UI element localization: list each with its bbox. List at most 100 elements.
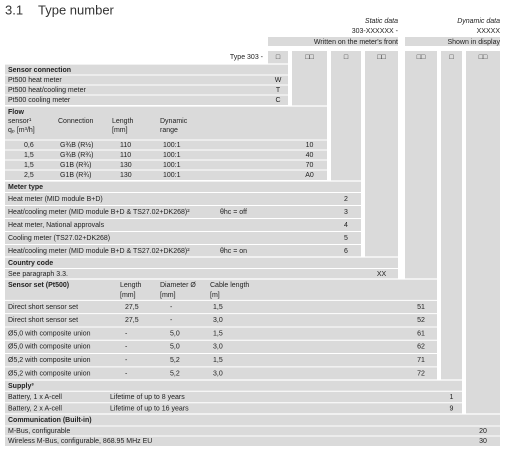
cell: 5,0 bbox=[170, 330, 180, 337]
header-code: 303-XXXXXX - bbox=[352, 28, 399, 35]
column-header: [mm] bbox=[160, 292, 176, 299]
code: 30 bbox=[479, 438, 487, 445]
type-box: □□ bbox=[377, 54, 386, 61]
header-code: XXXXX bbox=[477, 28, 501, 35]
cell: 100:1 bbox=[163, 152, 181, 159]
code: 62 bbox=[417, 344, 425, 351]
cell: Ø5,0 with composite union bbox=[8, 344, 91, 351]
note-band bbox=[405, 37, 500, 46]
code: 61 bbox=[417, 330, 425, 337]
cell: - bbox=[125, 370, 128, 377]
column-header: qₚ [m³/h] bbox=[8, 127, 35, 134]
cell: Battery, 1 x A-cell bbox=[8, 394, 62, 401]
cell: 5,0 bbox=[170, 344, 180, 351]
header-label: Dynamic data bbox=[457, 18, 500, 25]
cell: Heat/cooling meter (MID module B+D & TS2… bbox=[8, 248, 190, 255]
section-band bbox=[5, 279, 437, 381]
cell: 0,6 bbox=[24, 142, 34, 149]
code: 51 bbox=[417, 304, 425, 311]
cell: - bbox=[125, 330, 128, 337]
cell: 3,0 bbox=[213, 344, 223, 351]
section-title: Supply³ bbox=[8, 383, 34, 390]
section-title: Flow bbox=[8, 109, 24, 116]
cell: G1B (R¾) bbox=[60, 162, 92, 169]
cell: Heat meter, National approvals bbox=[8, 222, 105, 229]
heading-title: Type number bbox=[38, 2, 115, 17]
cell: 100:1 bbox=[163, 142, 181, 149]
section-title: Communication (Built-in) bbox=[8, 417, 92, 424]
type-box: □ bbox=[276, 54, 281, 61]
cell: Heat meter (MID module B+D) bbox=[8, 196, 103, 203]
code: 10 bbox=[306, 142, 314, 149]
cell: 2,5 bbox=[24, 172, 34, 179]
section-title: Sensor set (Pt500) bbox=[8, 282, 69, 289]
code: A0 bbox=[305, 172, 314, 179]
column-band bbox=[466, 51, 500, 446]
section-band bbox=[5, 414, 500, 446]
cell: Direct short sensor set bbox=[8, 317, 78, 324]
cell: 100:1 bbox=[163, 172, 181, 179]
cell: G¾B (R¾) bbox=[60, 152, 93, 159]
cell: 1,5 bbox=[24, 152, 34, 159]
cell: 1,5 bbox=[213, 304, 223, 311]
cell: Direct short sensor set bbox=[8, 304, 78, 311]
column-header: Connection bbox=[58, 118, 94, 125]
cell: 130 bbox=[120, 172, 132, 179]
cell: Ø5,2 with composite union bbox=[8, 357, 91, 364]
cell: 1,5 bbox=[213, 330, 223, 337]
code: 4 bbox=[344, 222, 348, 229]
column-header: Dynamic bbox=[160, 118, 188, 125]
cell: Pt500 heat/cooling meter bbox=[8, 87, 86, 94]
cell: Pt500 heat meter bbox=[8, 77, 62, 84]
cell: G1B (R¾) bbox=[60, 172, 92, 179]
cell: See paragraph 3.3. bbox=[8, 271, 68, 278]
cell: Cooling meter (TS27.02+DK268) bbox=[8, 235, 110, 242]
column-band bbox=[365, 51, 398, 280]
code: 6 bbox=[344, 248, 348, 255]
column-band bbox=[441, 51, 462, 415]
cell: 1,5 bbox=[213, 357, 223, 364]
code: 40 bbox=[306, 152, 314, 159]
cell: 5,2 bbox=[170, 370, 180, 377]
code: 1 bbox=[450, 394, 454, 401]
cell: - bbox=[170, 317, 173, 324]
cell: 27,5 bbox=[125, 304, 139, 311]
cell: Wireless M-Bus, configurable, 868.95 MHz… bbox=[8, 438, 152, 445]
cell: 130 bbox=[120, 162, 132, 169]
code: 52 bbox=[417, 317, 425, 324]
column-header: range bbox=[160, 127, 178, 134]
code: W bbox=[275, 77, 282, 84]
note-band bbox=[268, 37, 398, 46]
type-box: □ bbox=[344, 54, 349, 61]
header-note: Written on the meter's front bbox=[314, 39, 398, 46]
code: C bbox=[275, 97, 280, 104]
cell: M-Bus, configurable bbox=[8, 428, 70, 435]
cell: - bbox=[170, 304, 173, 311]
type-label: Type 303 - bbox=[230, 54, 264, 61]
cell: G¾B (R½) bbox=[60, 141, 93, 149]
section-title: Sensor connection bbox=[8, 67, 71, 74]
column-header: Diameter Ø bbox=[160, 282, 196, 289]
column-header: [m] bbox=[210, 292, 220, 299]
cell: Pt500 cooling meter bbox=[8, 97, 71, 104]
column-header: Cable length bbox=[210, 282, 249, 289]
section-band bbox=[5, 380, 462, 415]
column-header: Length bbox=[120, 282, 142, 289]
cell: 27,5 bbox=[125, 317, 139, 324]
type-box: □□ bbox=[305, 54, 314, 61]
cell: Lifetime of up to 8 years bbox=[110, 394, 185, 401]
code: 20 bbox=[479, 428, 487, 435]
cell: - bbox=[125, 344, 128, 351]
section-band bbox=[5, 106, 327, 180]
cell: Lifetime of up to 16 years bbox=[110, 405, 189, 412]
header-note: Shown in display bbox=[447, 39, 500, 46]
cell: Ø5,2 with composite union bbox=[8, 370, 91, 377]
column-header: [mm] bbox=[120, 292, 136, 299]
cell: 100:1 bbox=[163, 162, 181, 169]
cell: 5,2 bbox=[170, 357, 180, 364]
cell: 110 bbox=[120, 142, 131, 149]
cell: 1,5 bbox=[24, 162, 34, 169]
code: 70 bbox=[306, 162, 314, 169]
